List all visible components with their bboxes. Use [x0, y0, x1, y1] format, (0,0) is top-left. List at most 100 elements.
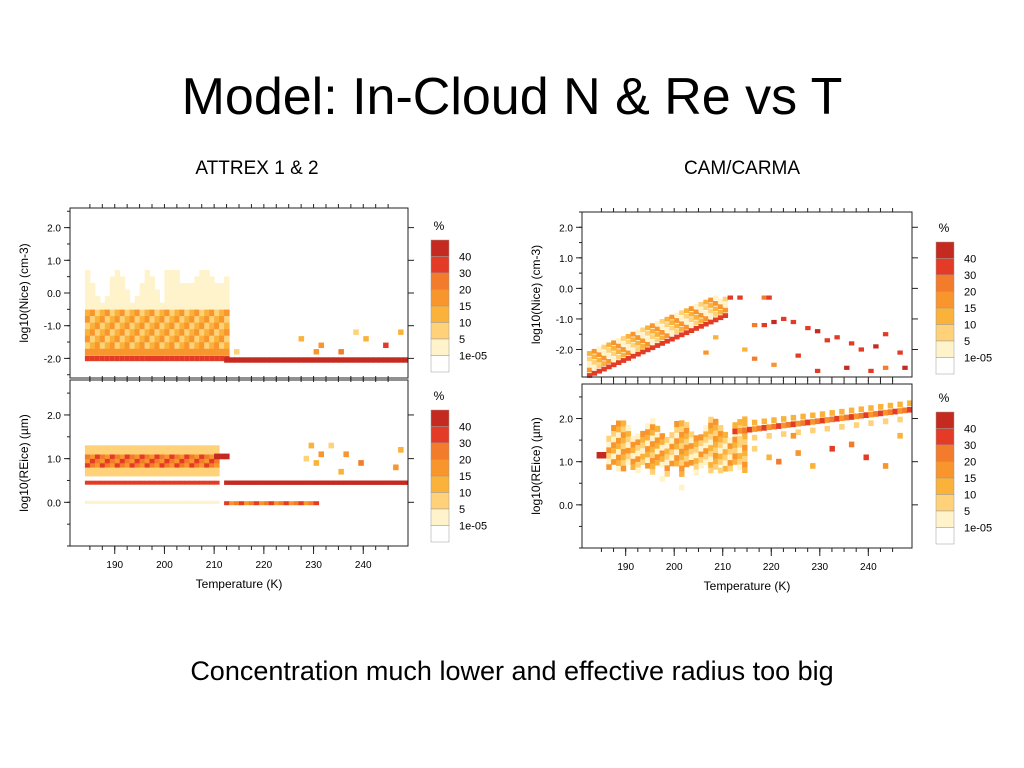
heatmap-cell — [751, 356, 758, 361]
heatmap-cell — [703, 442, 709, 449]
heatmap-cell — [606, 359, 612, 364]
heatmap-cell — [742, 427, 748, 434]
heatmap-cell — [313, 349, 320, 355]
heatmap-cell — [149, 445, 155, 451]
heatmap-cell — [679, 448, 685, 455]
heatmap-cell — [659, 444, 665, 451]
heatmap-cell — [654, 321, 661, 326]
heatmap-cell — [596, 363, 602, 369]
heatmap-cell — [179, 289, 185, 297]
heatmap-cell — [839, 424, 845, 430]
heatmap-cell — [219, 283, 225, 290]
heatmap-cell — [114, 348, 121, 356]
heatmap-cell — [625, 425, 632, 432]
heatmap-cell — [129, 335, 136, 343]
heatmap-cell — [199, 471, 205, 477]
heatmap-cell — [154, 348, 160, 356]
heatmap-cell — [184, 471, 190, 477]
heatmap-cell — [824, 425, 830, 432]
heatmap-cell — [713, 418, 719, 425]
legend-label: 30 — [964, 440, 976, 452]
heatmap-cell — [810, 463, 816, 469]
heatmap-cell — [179, 445, 185, 451]
heatmap-cell — [114, 454, 121, 459]
heatmap-cell — [805, 326, 811, 331]
heatmap-cell — [882, 418, 889, 425]
heatmap-cell — [129, 467, 136, 472]
heatmap-cell — [717, 298, 724, 304]
x-tick-label: 220 — [256, 560, 273, 571]
x-tick-label: 210 — [206, 560, 223, 571]
legend-swatch — [935, 461, 955, 479]
heatmap-cell — [104, 348, 111, 356]
heatmap-cell — [766, 433, 772, 439]
heatmap-cell — [659, 324, 665, 330]
heatmap-cell — [611, 425, 617, 432]
heatmap-cell — [298, 501, 305, 506]
heatmap-cell — [393, 464, 399, 471]
heatmap-cell — [742, 461, 748, 468]
heatmap-cell — [611, 453, 617, 460]
heatmap-cell — [139, 296, 146, 303]
heatmap-cell — [703, 453, 709, 460]
heatmap-cell — [703, 425, 709, 432]
legend-label: 5 — [459, 504, 465, 516]
heatmap-cell — [184, 480, 190, 485]
heatmap-cell — [771, 362, 777, 367]
heatmap-cell — [159, 309, 165, 317]
heatmap-cell — [273, 501, 280, 506]
heatmap-cell — [713, 335, 719, 340]
heatmap-cell — [664, 448, 670, 455]
y-axis-label: log10(REice) (µm) — [17, 414, 31, 512]
heatmap-cell — [601, 350, 607, 355]
heatmap-cell — [189, 289, 195, 297]
heatmap-cell — [89, 328, 96, 336]
y-tick-label: 1.0 — [47, 455, 61, 466]
legend-label: 20 — [964, 287, 976, 299]
heatmap-cell — [722, 296, 729, 302]
heatmap-cell — [606, 463, 612, 470]
heatmap-cell — [659, 455, 665, 462]
heatmap-cell — [209, 341, 215, 349]
heatmap-cell — [89, 445, 96, 451]
heatmap-cell — [129, 454, 136, 459]
heatmap-cell — [184, 289, 190, 297]
heatmap-cell — [313, 480, 320, 485]
heatmap-cell — [713, 312, 719, 317]
heatmap-cell — [159, 454, 165, 459]
heatmap-cell — [625, 345, 632, 350]
heatmap-cell — [124, 449, 131, 455]
heatmap-cell — [134, 315, 141, 323]
heatmap-cell — [109, 341, 116, 349]
legend-label: 20 — [964, 457, 976, 469]
heatmap-cell — [144, 269, 151, 277]
heatmap-cell — [179, 309, 185, 317]
heatmap-cell — [89, 471, 96, 477]
legend-label: 5 — [964, 506, 970, 518]
heatmap-cell — [229, 501, 235, 506]
heatmap-cell — [664, 442, 670, 449]
legend-swatch — [430, 442, 450, 460]
heatmap-cell — [616, 349, 622, 354]
heatmap-cell — [194, 315, 200, 323]
heatmap-cell — [722, 302, 729, 307]
heatmap-cell — [659, 335, 665, 341]
heatmap-cell — [698, 434, 704, 441]
heatmap-cell — [219, 335, 225, 343]
heatmap-cell — [189, 309, 195, 317]
heatmap-cell — [703, 310, 709, 316]
heatmap-cell — [751, 445, 758, 452]
heatmap-cell — [601, 452, 607, 459]
heatmap-cell — [742, 444, 748, 451]
heatmap-cell — [109, 355, 116, 362]
heatmap-cell — [727, 459, 733, 466]
y-tick-label: 2.0 — [47, 411, 61, 422]
heatmap-cell — [606, 364, 612, 370]
heatmap-cell — [204, 467, 210, 472]
heatmap-cell — [722, 454, 729, 461]
legend-swatch — [430, 256, 450, 274]
heatmap-cell — [104, 480, 111, 485]
heatmap-cell — [645, 347, 651, 353]
heatmap-cell — [882, 332, 889, 337]
heatmap-cell — [645, 330, 651, 336]
